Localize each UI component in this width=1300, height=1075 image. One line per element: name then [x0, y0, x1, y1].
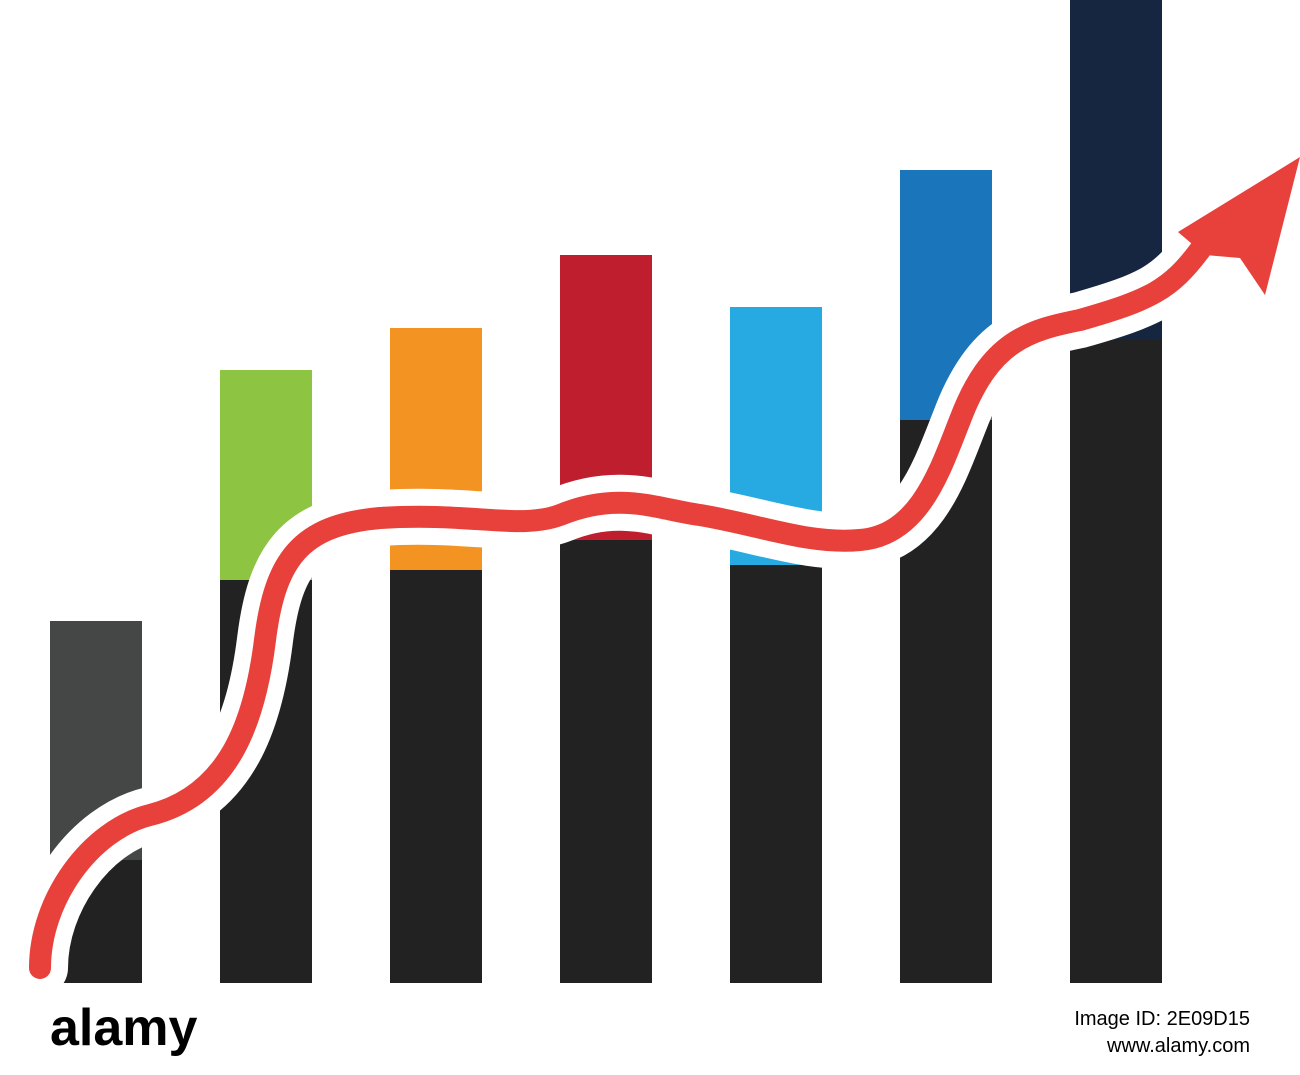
arrow-head [1178, 157, 1300, 295]
bar-base [1070, 340, 1162, 983]
bar-base [390, 570, 482, 983]
bars [50, 0, 1162, 983]
footer-bg [0, 983, 1300, 1075]
logo: alamy [50, 999, 198, 1057]
arrow-line [29, 239, 1211, 979]
url: www.alamy.com [1106, 1035, 1250, 1057]
image-id: Image ID: 2E09D15 [1074, 1008, 1250, 1030]
bar-base [560, 540, 652, 983]
bar-base [730, 565, 822, 983]
